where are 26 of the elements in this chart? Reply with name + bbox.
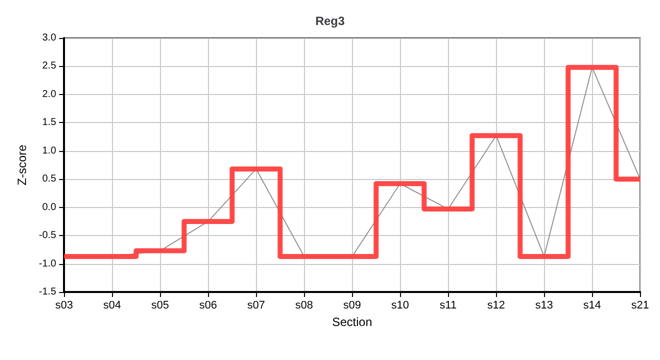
x-tick-label: s11 [440, 300, 457, 312]
x-tick-label: s05 [151, 300, 170, 312]
x-tick-label: s10 [391, 300, 410, 312]
x-tick-label: s12 [487, 300, 506, 312]
y-tick-label: 2.0 [42, 88, 57, 100]
y-tick-label: 0.0 [42, 202, 57, 213]
y-tick-label: 0.5 [42, 174, 57, 185]
y-tick-label: 2.5 [42, 60, 57, 72]
y-tick-label: 3.0 [42, 32, 57, 44]
y-tick-label: -1.0 [38, 258, 57, 270]
x-tick-label: s04 [103, 300, 122, 312]
x-tick-label: s21 [631, 300, 650, 312]
y-tick-label: 1.0 [42, 145, 57, 156]
x-tick-label: s08 [295, 300, 314, 312]
y-axis-title: Z-score [15, 144, 29, 186]
x-tick-label: s07 [247, 300, 266, 312]
x-tick-label: s13 [535, 300, 554, 312]
x-tick-label: s03 [55, 300, 74, 312]
x-tick-label: s14 [583, 300, 602, 312]
chart-title: Reg3 [315, 14, 345, 28]
y-tick-label: -1.5 [38, 286, 57, 298]
y-tick-label: -0.5 [38, 230, 57, 242]
x-tick-label: s06 [199, 300, 218, 312]
x-tick-label: s09 [343, 300, 362, 312]
y-tick-label: 1.5 [42, 117, 57, 128]
x-axis-title: Section [332, 314, 372, 329]
